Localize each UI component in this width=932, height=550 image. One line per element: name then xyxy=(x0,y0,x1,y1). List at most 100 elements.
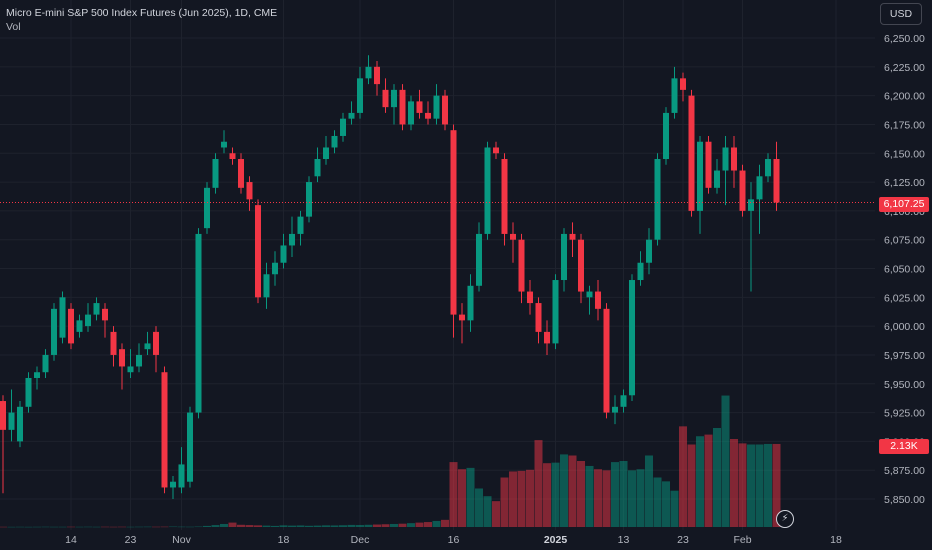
volume-bar xyxy=(687,444,696,527)
candle-body xyxy=(348,112,355,119)
candle-body xyxy=(722,147,729,171)
candle-body xyxy=(323,147,329,160)
time-tick-label: Dec xyxy=(351,534,370,546)
price-tick-label: 5,875.00 xyxy=(884,465,925,477)
volume-bar xyxy=(670,490,679,527)
candle xyxy=(382,78,389,113)
volume-bar xyxy=(67,526,75,528)
candle xyxy=(765,153,771,183)
price-tick-label: 6,225.00 xyxy=(884,62,925,74)
volume-bar xyxy=(50,526,58,528)
volume-bar xyxy=(577,461,585,527)
candle xyxy=(127,349,134,378)
candle xyxy=(527,280,533,315)
price-tick-label: 6,050.00 xyxy=(884,264,925,276)
volume-bar xyxy=(288,525,296,527)
volume-bar xyxy=(398,523,407,527)
volume-bar xyxy=(58,526,67,528)
volume-bar xyxy=(619,461,628,527)
candle-body xyxy=(280,245,287,263)
volume-bar xyxy=(475,488,483,527)
volume-bar xyxy=(645,455,653,527)
chart-grid xyxy=(0,0,875,530)
candle-body xyxy=(110,331,117,355)
candle-body xyxy=(340,118,346,136)
candle-body xyxy=(535,303,542,332)
volume-bar xyxy=(500,477,509,527)
candle-body xyxy=(578,239,584,292)
candle-body xyxy=(51,308,57,355)
candle xyxy=(705,135,712,194)
candle xyxy=(136,343,142,373)
volume-bar xyxy=(322,525,330,527)
time-tick-label: 23 xyxy=(125,534,137,546)
volume-bar xyxy=(611,462,619,527)
price-tick-label: 5,925.00 xyxy=(884,408,925,420)
candle-body xyxy=(561,233,567,281)
currency-button[interactable]: USD xyxy=(880,3,922,25)
volume-bar xyxy=(220,523,228,527)
candle xyxy=(161,366,168,494)
candle xyxy=(722,135,729,206)
volume-bar xyxy=(279,525,288,527)
candle xyxy=(263,262,270,309)
volume-bar xyxy=(466,467,475,527)
candle-body xyxy=(161,372,168,488)
candle xyxy=(714,159,720,194)
candle xyxy=(544,320,550,355)
volume-bar xyxy=(118,526,126,528)
candle-body xyxy=(306,182,312,217)
candle xyxy=(433,84,440,125)
candle-body xyxy=(450,130,457,315)
candle xyxy=(629,274,635,402)
candle xyxy=(238,153,244,194)
candle xyxy=(391,84,397,125)
candle-body xyxy=(705,141,712,188)
volume-bar xyxy=(254,525,262,527)
price-axis[interactable]: 5,850.005,875.005,900.005,925.005,950.00… xyxy=(884,33,925,506)
price-tick-label: 6,175.00 xyxy=(884,119,925,131)
volume-bar xyxy=(75,526,84,528)
volume-bar xyxy=(543,463,551,527)
volume-bar xyxy=(228,522,237,527)
candle xyxy=(450,124,457,338)
volume-bar xyxy=(126,526,135,528)
candle-body xyxy=(501,159,508,234)
candle xyxy=(8,389,15,442)
candle-body xyxy=(416,101,423,113)
candle-body xyxy=(756,176,763,200)
candle xyxy=(408,95,414,131)
candle-body xyxy=(620,395,627,407)
volume-bar xyxy=(721,395,730,527)
candle-body xyxy=(510,233,516,240)
volume-bar xyxy=(526,469,534,527)
candle xyxy=(680,72,686,102)
candle xyxy=(306,176,312,223)
volume-bar xyxy=(449,462,458,527)
candle-body xyxy=(433,95,440,119)
time-axis[interactable]: 14 23 Nov 18 Dec 16 2025 13 23 Feb 18 xyxy=(65,534,842,546)
lightning-icon[interactable]: ⚡︎ xyxy=(776,510,794,528)
volume-bar xyxy=(424,522,432,527)
candle xyxy=(654,153,661,246)
candle xyxy=(620,389,627,413)
candle-body xyxy=(629,280,635,396)
candle xyxy=(603,303,610,419)
volume-bars xyxy=(0,395,781,528)
candle-body xyxy=(314,159,321,177)
candle-body xyxy=(569,233,576,240)
price-tick-label: 6,125.00 xyxy=(884,177,925,189)
candle-body xyxy=(195,233,202,413)
volume-bar xyxy=(296,525,305,527)
volume-bar xyxy=(704,434,713,527)
candle xyxy=(365,55,372,85)
candle xyxy=(510,222,516,263)
time-tick-label: 18 xyxy=(830,534,842,546)
candle xyxy=(170,475,176,499)
candle-body xyxy=(170,481,176,488)
candle xyxy=(612,395,618,425)
candle-body xyxy=(586,291,593,298)
volume-legend-label: Vol xyxy=(6,21,21,33)
candle xyxy=(569,222,576,257)
